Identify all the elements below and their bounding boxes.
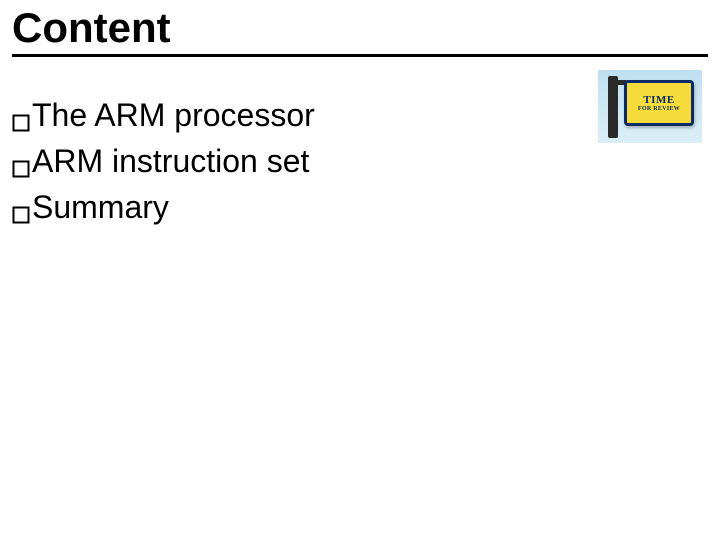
sign-post bbox=[608, 76, 618, 138]
square-bullet-icon bbox=[12, 147, 30, 187]
review-sign: TIME FOR REVIEW bbox=[624, 80, 694, 126]
square-bullet-icon bbox=[12, 101, 30, 141]
slide-title: Content bbox=[12, 4, 708, 57]
bullet-text: ARM instruction set bbox=[32, 141, 309, 181]
square-bullet-icon bbox=[12, 193, 30, 233]
slide: Content The ARM processor ARM instructio… bbox=[0, 0, 720, 540]
time-for-review-image: TIME FOR REVIEW bbox=[598, 70, 702, 143]
list-item: ARM instruction set bbox=[12, 141, 708, 187]
bullet-text: The ARM processor bbox=[32, 95, 315, 135]
title-container: Content bbox=[0, 0, 720, 57]
list-item: Summary bbox=[12, 187, 708, 233]
bullet-text: Summary bbox=[32, 187, 169, 227]
sign-line1: TIME bbox=[643, 94, 674, 106]
sign-line2: FOR REVIEW bbox=[638, 106, 680, 112]
